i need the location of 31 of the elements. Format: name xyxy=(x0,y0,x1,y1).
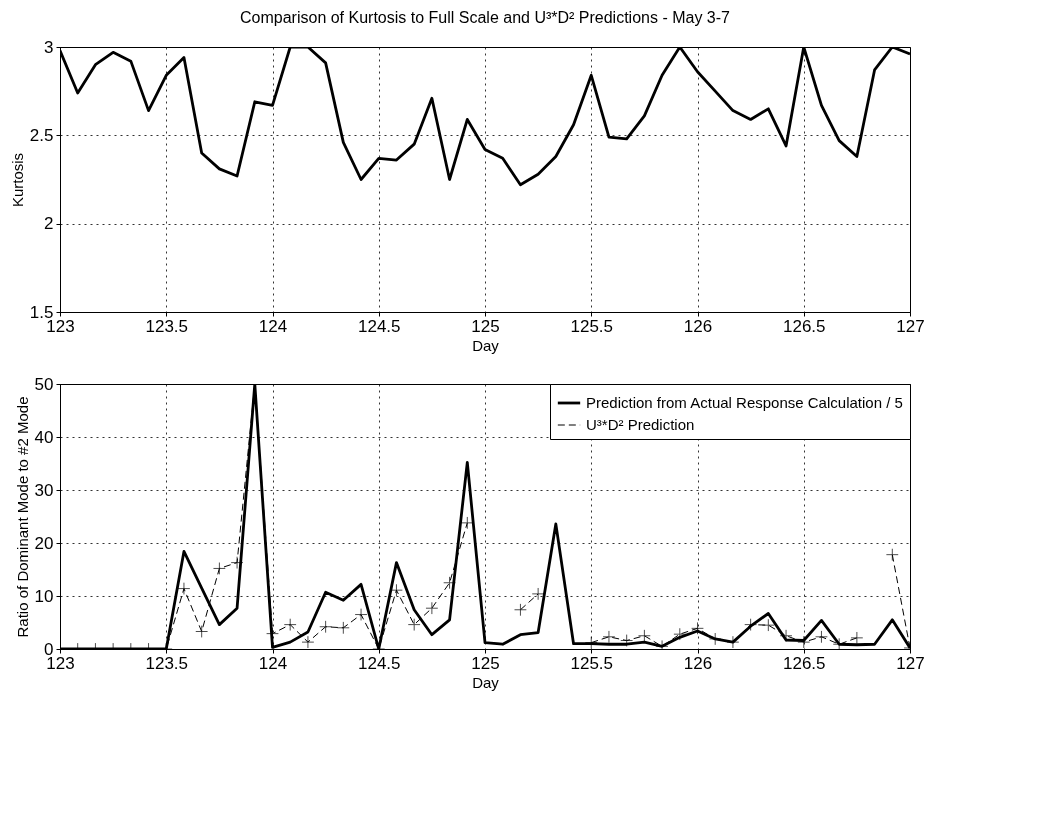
y-tick-label: 30 xyxy=(34,480,54,500)
y-tick-label: 20 xyxy=(34,533,54,553)
x-tick-label: 126 xyxy=(683,653,713,673)
y-tick-label: 10 xyxy=(34,586,54,606)
x-tick-label: 124.5 xyxy=(357,653,401,673)
y-tick-label: 50 xyxy=(34,374,54,394)
y-axis-title: Kurtosis xyxy=(8,152,26,208)
x-tick-label: 125 xyxy=(471,316,500,336)
legend-label: Prediction from Actual Response Calculation / 5 xyxy=(586,394,903,411)
x-tick-label: 123.5 xyxy=(145,316,189,336)
y-tick-label: 40 xyxy=(34,427,54,447)
x-axis-title: Day xyxy=(472,673,500,691)
y-tick-label: 2 xyxy=(44,214,54,234)
x-tick-label: 125 xyxy=(471,653,500,673)
x-tick-label: 125.5 xyxy=(570,653,614,673)
x-axis-title: Day xyxy=(472,336,500,354)
y-tick-label: 3 xyxy=(44,37,54,57)
y-axis-title: Ratio of Dominant Mode to #2 Mode xyxy=(13,396,31,638)
x-tick-label: 127 xyxy=(896,316,925,336)
x-tick-label: 124 xyxy=(258,653,288,673)
x-tick-label: 127 xyxy=(896,653,925,673)
x-tick-label: 126 xyxy=(683,316,713,336)
chart-title: Comparison of Kurtosis to Full Scale and U³*D² Predictions - May 3-7 xyxy=(240,9,731,26)
x-tick-label: 124 xyxy=(258,316,288,336)
legend-label: U³*D² Prediction xyxy=(586,416,695,433)
x-tick-label: 125.5 xyxy=(570,316,614,336)
x-tick-label: 126.5 xyxy=(782,653,826,673)
y-tick-label: 2.5 xyxy=(29,125,54,145)
x-tick-label: 123.5 xyxy=(145,653,189,673)
x-tick-label: 124.5 xyxy=(357,316,401,336)
x-tick-label: 126.5 xyxy=(782,316,826,336)
